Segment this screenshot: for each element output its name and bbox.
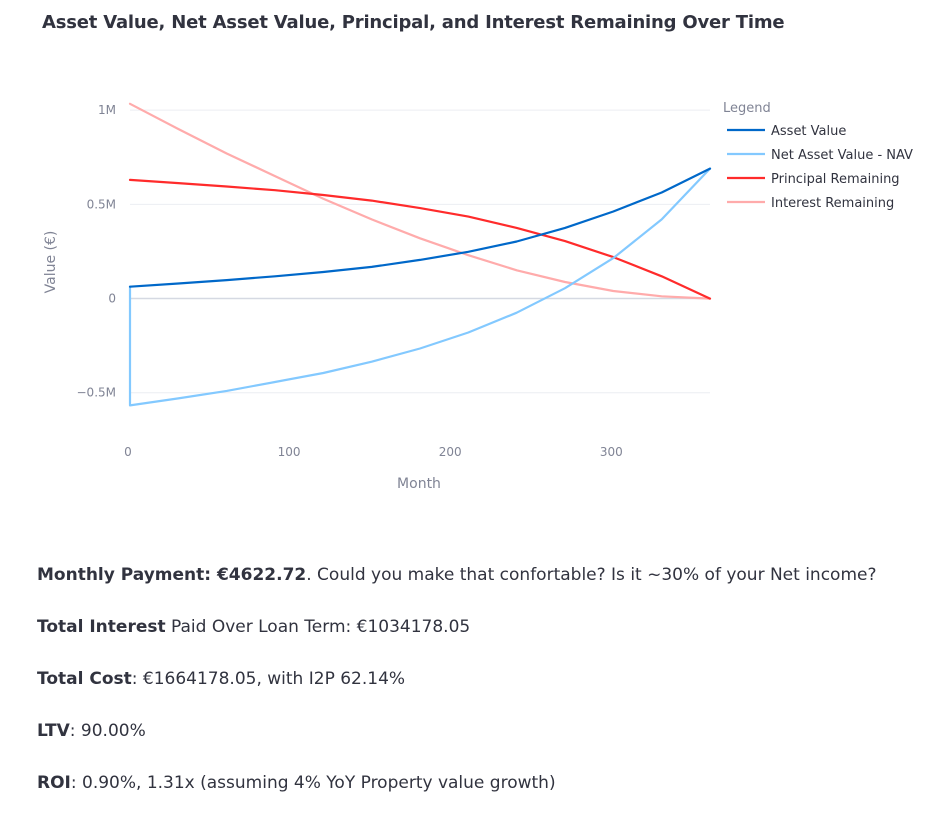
series-line-interest-remaining[interactable] [128,102,712,300]
ltv-text: : 90.00% [69,721,146,741]
chart-title: Asset Value, Net Asset Value, Principal,… [42,12,785,33]
legend-item-principal-remaining[interactable]: Principal Remaining [727,172,900,187]
legend-item-interest-remaining[interactable]: Interest Remaining [727,196,894,211]
x-tick-label: 100 [278,445,301,459]
y-tick-label: −0.5M [77,386,117,400]
series-line-asset-value[interactable] [128,167,712,288]
legend-label: Principal Remaining [771,172,900,187]
y-tick-label: 1M [98,103,116,117]
monthly-payment-text: . Could you make that confortable? Is it… [306,565,877,585]
legend-label: Net Asset Value - NAV [771,148,913,163]
series-line-net-asset-value-nav[interactable] [128,167,712,407]
x-tick-label: 300 [600,445,623,459]
monthly-payment-line: Monthly Payment: €4622.72. Could you mak… [37,565,877,585]
y-tick-label: 0.5M [87,197,116,211]
legend-title: Legend [723,101,771,116]
grid-lines [130,109,710,394]
y-axis-ticks: −0.5M 0 0.5M 1M [77,103,117,400]
legend-label: Asset Value [771,124,846,139]
total-cost-line: Total Cost: €1664178.05, with I2P 62.14% [37,669,405,689]
roi-text: : 0.90%, 1.31x (assuming 4% YoY Property… [70,773,556,793]
roi-label: ROI [37,773,71,793]
legend-item-net-asset-value-nav[interactable]: Net Asset Value - NAV [727,148,913,163]
total-interest-text: Paid Over Loan Term: €1034178.05 [165,617,471,637]
x-tick-label: 200 [439,445,462,459]
monthly-payment-label: Monthly Payment: €4622.72 [37,565,307,585]
total-interest-label: Total Interest [37,617,166,637]
y-tick-label: 0 [108,292,116,306]
series-lines [128,102,712,407]
x-axis-ticks: 0 100 200 300 [124,445,623,459]
x-axis-label: Month [397,476,441,492]
legend[interactable]: Legend Asset Value Net Asset Value - NAV P… [723,101,913,211]
total-interest-line: Total Interest Paid Over Loan Term: €103… [37,617,470,637]
ltv-line: LTV: 90.00% [37,721,146,741]
x-tick-label: 0 [124,445,132,459]
legend-label: Interest Remaining [771,196,894,211]
legend-item-asset-value[interactable]: Asset Value [727,124,846,139]
roi-line: ROI: 0.90%, 1.31x (assuming 4% YoY Prope… [37,773,556,793]
y-axis-label: Value (€) [43,231,59,294]
total-cost-label: Total Cost [37,669,132,689]
ltv-label: LTV [37,721,70,741]
total-cost-text: : €1664178.05, with I2P 62.14% [131,669,406,689]
